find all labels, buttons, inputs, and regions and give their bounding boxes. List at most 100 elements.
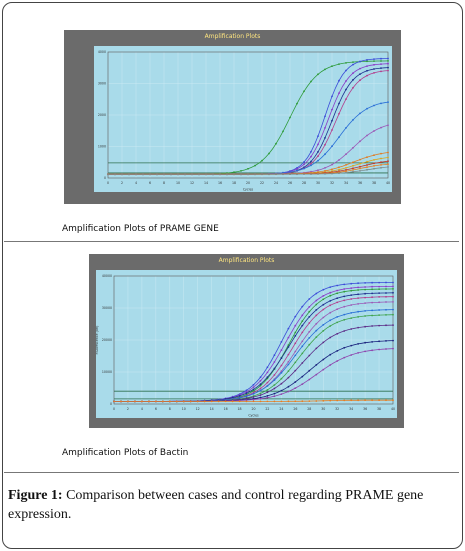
curve-marker [301,305,304,308]
curve-marker [350,312,353,314]
curve-marker [280,389,283,392]
curve-marker [308,330,311,333]
curve-marker [273,387,276,390]
curve-marker [336,284,339,287]
x-axis-label: Cycles [248,414,259,418]
curve-marker [364,292,366,295]
curve-marker [331,65,333,68]
curve-marker [338,168,340,171]
curve-marker [378,309,380,311]
curve-marker [259,387,262,390]
x-tick-label: 4 [135,181,137,185]
curve-marker [322,358,325,361]
curve-marker [203,400,206,403]
curve-marker [252,398,255,401]
curve-marker [387,166,389,168]
x-tick-label: 14 [210,407,214,411]
plot-area-bactin: 0 2 4 6 8 10 12 14 16 18 20 22 24 26 28 30 32 34 36 38 40 400… [96,270,397,418]
curve-marker [273,392,276,395]
curve-marker [315,347,318,350]
curve-marker [350,317,353,319]
panel-caption-bactin: Amplification Plots of Bactin [62,448,188,458]
x-tick-label: 32 [330,181,334,185]
curve-marker [380,166,382,169]
curve-marker [380,126,382,129]
curve-marker [114,173,116,176]
curve-marker [317,135,319,137]
curve-marker [294,335,297,337]
curve-marker [359,79,361,82]
curve-marker [273,354,276,357]
curve-marker [324,172,326,175]
curve-marker [350,399,353,402]
curve-marker [303,167,305,170]
curve-marker [127,400,129,403]
curve-marker [189,400,192,403]
curve-marker [373,159,375,161]
curve-marker [308,378,311,381]
curve-marker [350,344,353,347]
curve-marker [364,296,366,299]
curve-marker [366,60,368,63]
curve-marker [308,298,311,300]
curve-marker [252,396,255,398]
curve-marker [317,159,319,162]
curve-marker [175,400,178,403]
curve-marker [322,323,325,326]
curve-marker [184,173,186,176]
curve-marker [287,353,290,356]
curve-marker [364,325,366,328]
curve-marker [315,309,318,311]
curve-marker [310,160,312,163]
x-tick-label: 20 [246,181,250,185]
curve-marker [343,283,346,286]
curve-marker [352,146,354,149]
curve-marker [373,68,375,70]
curve-marker [359,162,361,165]
curve-marker [273,374,276,376]
curve-marker [156,173,158,176]
curve-marker [380,57,382,60]
curve-marker [352,86,354,89]
curve-marker [266,400,269,403]
curve-marker [338,159,340,161]
curve-marker [273,367,276,370]
curve-marker [301,320,304,322]
curve-marker [373,165,375,167]
y-tick-label: 20000 [102,338,112,342]
curve-marker [308,369,311,372]
curve-marker [378,314,380,316]
curve-marker [287,346,290,348]
curve-marker [357,343,359,345]
x-tick-label: 40 [391,407,395,411]
curve-marker [310,162,312,165]
curve-marker [380,157,382,160]
curve-marker [378,324,380,327]
curve-marker [345,164,347,166]
curve-marker [196,400,199,403]
curve-marker [322,341,325,344]
curve-marker [352,170,354,173]
curve-marker [135,173,137,176]
curve-marker [308,337,311,339]
amplification-chart-prame: 0 2 4 6 8 10 12 14 16 18 20 22 24 26 28 30 32 34 36 38 40400… [98,50,390,192]
curve-marker [336,308,339,311]
curve-marker [343,356,346,359]
x-tick-label: 22 [260,181,264,185]
curve-marker [380,67,382,69]
curve-marker [329,294,332,297]
curve-marker [107,173,109,176]
curve-marker [280,357,283,360]
x-tick-label: 10 [176,181,180,185]
curve-marker [275,142,277,145]
x-tick-label: 10 [182,407,186,411]
curve-marker [385,308,387,311]
curve-marker [238,400,241,403]
curve-marker [296,173,298,176]
curve-marker [182,400,185,403]
curve-marker [371,314,373,317]
curve-marker [287,336,290,339]
curve-marker [245,389,248,392]
curve-marker [343,346,346,349]
curve-marker [338,166,340,169]
